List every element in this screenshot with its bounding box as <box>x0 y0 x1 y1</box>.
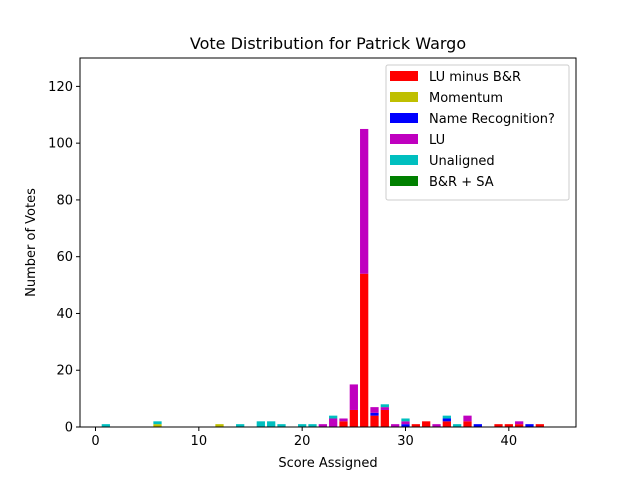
y-tick-label: 20 <box>56 364 73 379</box>
bar-segment <box>298 424 307 427</box>
bar-segment <box>411 424 420 427</box>
bar-segment <box>391 424 400 427</box>
bar-segment <box>453 424 462 427</box>
bar-segment <box>442 418 451 422</box>
legend-swatch <box>390 155 418 165</box>
bar-segment <box>380 409 389 427</box>
bar-segment <box>101 424 110 427</box>
bar-segment <box>370 412 379 416</box>
legend-entry-label: Name Recognition? <box>429 112 555 127</box>
bar-segment <box>349 384 358 410</box>
y-tick-label: 100 <box>48 137 73 152</box>
bar-segment <box>308 424 317 427</box>
bar-segment <box>442 415 451 419</box>
bar-segment <box>153 421 162 425</box>
x-tick-label: 20 <box>294 434 311 449</box>
legend-swatch <box>390 134 418 144</box>
bar-segment <box>267 421 276 427</box>
y-tick-label: 120 <box>48 80 73 95</box>
x-tick-label: 10 <box>191 434 208 449</box>
x-tick-label: 30 <box>397 434 414 449</box>
legend-swatch <box>390 92 418 102</box>
bar-segment <box>422 421 431 427</box>
bar-segment <box>339 421 348 427</box>
bar-segment <box>360 273 369 427</box>
bar-segment <box>401 421 410 425</box>
bar-segment <box>339 418 348 422</box>
legend-entry-label: Unaligned <box>429 154 495 169</box>
bar-segment <box>432 424 441 427</box>
x-tick-label: 0 <box>91 434 99 449</box>
bar-segment <box>256 421 265 427</box>
y-axis-ticks: 0 20 40 60 80 100 120 <box>48 80 80 436</box>
bar-segment <box>380 407 389 410</box>
legend-swatch <box>390 113 418 123</box>
bar-segment <box>370 415 379 427</box>
bar-segment <box>380 404 389 408</box>
bar-segment <box>329 415 338 419</box>
bar-segment <box>463 421 472 427</box>
bar-segment <box>349 409 358 427</box>
bars-group <box>101 128 544 427</box>
legend-box <box>385 64 570 201</box>
x-axis-label: Score Assigned <box>278 456 377 471</box>
bar-segment <box>473 424 482 427</box>
bar-segment <box>504 424 513 427</box>
bar-segment <box>318 424 327 427</box>
bar-segment <box>215 424 224 427</box>
legend-entry-label: LU <box>429 133 445 148</box>
bar-segment <box>515 424 524 427</box>
bar-segment <box>463 415 472 422</box>
legend-entry-label: LU minus B&R <box>429 70 521 85</box>
bar-segment <box>153 424 162 427</box>
legend-swatch <box>390 71 418 81</box>
legend-entry-label: B&R + SA <box>429 175 494 190</box>
y-tick-label: 80 <box>56 193 73 208</box>
y-axis-label: Number of Votes <box>24 188 39 297</box>
plot-frame <box>79 57 577 428</box>
legend-entry-label: Momentum <box>429 91 503 106</box>
bar-segment <box>370 407 379 413</box>
x-axis-ticks: 0 10 20 30 40 <box>91 427 517 449</box>
legend-swatch <box>390 176 418 186</box>
chart-title: Vote Distribution for Patrick Wargo <box>190 34 466 53</box>
y-tick-label: 60 <box>56 250 73 265</box>
legend: LU minus B&R Momentum Name Recognition? LU U… <box>385 64 570 201</box>
bar-segment <box>442 421 451 427</box>
bar-segment <box>525 424 534 427</box>
bar-segment <box>236 424 245 427</box>
x-tick-label: 40 <box>501 434 518 449</box>
y-tick-label: 0 <box>65 421 73 436</box>
bar-segment <box>401 418 410 422</box>
y-tick-label: 40 <box>56 307 73 322</box>
bar-segment <box>329 418 338 427</box>
bar-segment <box>360 128 369 274</box>
bar-segment <box>535 424 544 427</box>
bar-segment <box>277 424 286 427</box>
bar-segment <box>494 424 503 427</box>
bar-segment <box>401 424 410 427</box>
bar-segment <box>515 421 524 425</box>
